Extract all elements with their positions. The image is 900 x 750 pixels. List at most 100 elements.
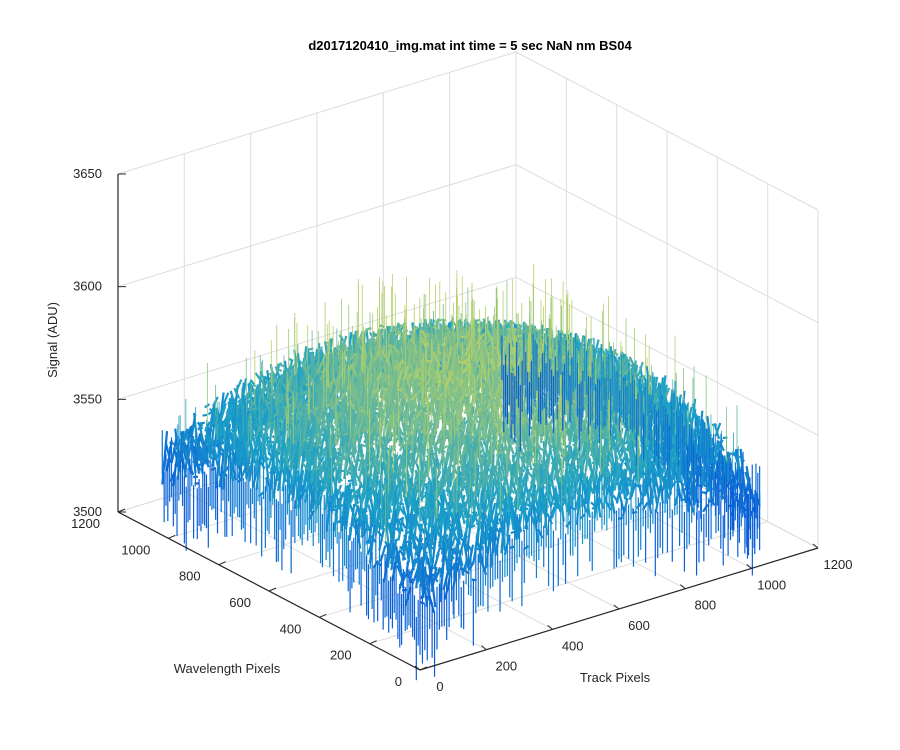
surface-segment — [312, 430, 320, 440]
surface-segment — [389, 431, 396, 437]
grid-line — [117, 164, 517, 288]
grid-line — [268, 468, 668, 592]
surface-segment — [402, 420, 408, 424]
surface-segment — [216, 427, 223, 441]
surface-segment — [254, 372, 262, 381]
surface-segment — [487, 411, 495, 425]
surface-segment — [503, 431, 510, 445]
surface-segment — [444, 384, 450, 389]
surface-segment — [273, 393, 281, 408]
surface-segment — [351, 424, 359, 444]
surface-segment — [525, 422, 533, 458]
surface-segment — [495, 385, 503, 404]
surface-segment — [412, 326, 419, 334]
surface-segment — [310, 452, 318, 483]
surface-segment — [286, 439, 294, 457]
surface-segment — [245, 445, 253, 468]
surface-segment — [442, 444, 449, 450]
surface-segment — [310, 398, 318, 421]
grid-line — [117, 51, 517, 175]
surface-segment — [323, 467, 331, 490]
surface-segment — [357, 461, 365, 482]
surface-segment — [317, 461, 325, 487]
surface-segment — [208, 438, 214, 443]
surface-segment — [236, 416, 243, 439]
surface-segment — [316, 361, 324, 374]
surface-segment — [318, 396, 325, 427]
surface-segment — [249, 418, 257, 447]
surface-segment — [333, 447, 341, 470]
surface-segment — [403, 409, 411, 446]
surface-segment — [229, 460, 236, 471]
surface-segment — [521, 416, 528, 422]
surface-segment — [401, 365, 409, 383]
surface-segment — [309, 409, 317, 417]
surface-segment — [282, 451, 290, 470]
surface-segment — [323, 485, 329, 490]
surface-segment — [285, 385, 293, 394]
surface-segment — [301, 390, 308, 396]
surface-segment — [251, 420, 259, 431]
surface-segment — [473, 341, 481, 362]
surface-segment — [187, 461, 195, 476]
surface-segment — [208, 443, 216, 461]
surface-segment — [428, 383, 436, 403]
grid-line — [117, 276, 517, 400]
surface-segment — [486, 330, 494, 343]
surface-segment — [439, 466, 447, 500]
surface-segment — [204, 434, 211, 447]
surface-segment — [350, 365, 358, 377]
surface-segment — [270, 377, 277, 387]
surface-segment — [222, 392, 230, 405]
surface-segment — [261, 379, 269, 391]
surface-segment — [222, 443, 229, 490]
surface-segment — [508, 319, 515, 325]
surface-segment — [406, 491, 414, 509]
surface-segment — [459, 443, 467, 465]
surface-segment — [397, 470, 404, 480]
surface-segment — [279, 466, 286, 472]
surface-segment — [569, 398, 576, 404]
surface-segment — [441, 335, 449, 346]
surface-segment — [624, 359, 631, 370]
surface-segment — [232, 445, 240, 457]
surface-segment — [343, 498, 351, 526]
surface-segment — [305, 368, 313, 383]
surface-segment — [335, 431, 342, 446]
surface-segment — [263, 427, 269, 430]
surface-segment — [294, 401, 302, 425]
surface-segment — [378, 527, 386, 551]
surface-segment — [349, 436, 357, 464]
surface-segment — [350, 352, 358, 384]
surface-segment — [214, 439, 220, 445]
surface-segment — [436, 447, 442, 451]
surface-segment — [244, 390, 251, 399]
surface-segment — [280, 364, 286, 368]
surface-segment — [565, 398, 573, 416]
surface-segment — [394, 331, 401, 337]
surface-segment — [393, 361, 401, 370]
surface-segment — [388, 512, 396, 528]
surface-segment — [304, 441, 311, 446]
surface-segment — [257, 383, 264, 394]
surface-segment — [358, 453, 366, 464]
surface-segment — [350, 413, 358, 454]
surface-segment — [465, 325, 473, 340]
surface-segment — [437, 416, 444, 421]
surface-segment — [637, 361, 644, 377]
surface-segment — [220, 402, 227, 412]
surface-segment — [202, 413, 208, 417]
surface-segment — [366, 327, 372, 331]
surface-segment — [349, 352, 357, 361]
surface-segment — [527, 350, 534, 360]
surface-segment — [476, 407, 483, 412]
surface-segment — [377, 444, 385, 475]
surface-segment — [301, 461, 308, 469]
surface-segment — [369, 449, 377, 459]
surface-segment — [426, 355, 434, 376]
surface-segment — [455, 376, 462, 384]
surface-segment — [276, 368, 283, 372]
surface-segment — [464, 408, 471, 417]
surface-segment — [320, 446, 328, 455]
